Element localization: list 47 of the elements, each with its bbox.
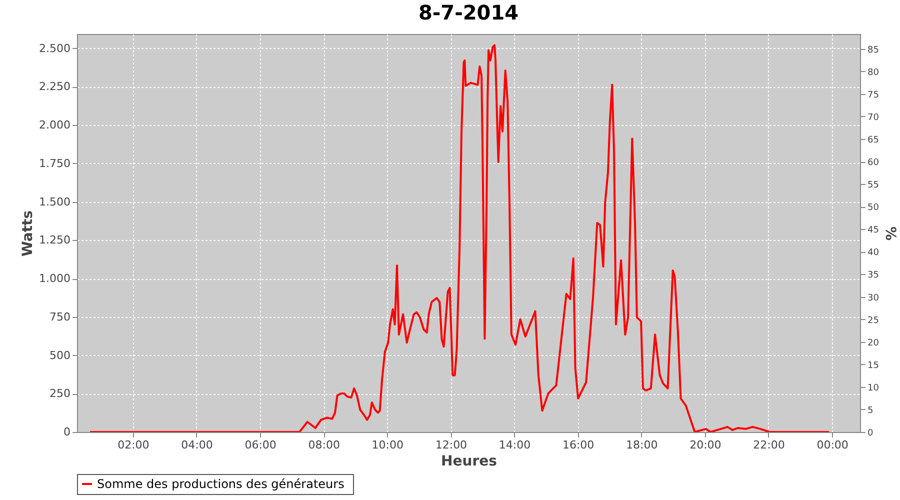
y2-tick-label: 20 bbox=[868, 338, 880, 348]
legend-label: Somme des productions des générateurs bbox=[97, 477, 344, 491]
line-series bbox=[89, 44, 830, 432]
x-tick-label: 08:00 bbox=[308, 438, 340, 452]
x-tick-label: 12:00 bbox=[435, 438, 468, 452]
x-tick-label: 16:00 bbox=[562, 438, 594, 452]
y2-tick-label: 65 bbox=[868, 136, 879, 146]
y2-tick-label: 45 bbox=[868, 226, 879, 236]
y-tick-label: 1.750 bbox=[39, 156, 70, 170]
y-tick-label: 500 bbox=[50, 348, 70, 362]
y-tick-label: 2.000 bbox=[39, 118, 70, 132]
y-tick-label: 1.000 bbox=[39, 272, 70, 286]
y-tick-label: 0 bbox=[64, 426, 70, 438]
y2-tick-label: 75 bbox=[868, 90, 879, 100]
y2-tick-label: 85 bbox=[868, 45, 879, 56]
y2-tick-label: 35 bbox=[868, 270, 879, 281]
y2-tick-label: 80 bbox=[868, 68, 880, 78]
y-tick-label: 1.250 bbox=[39, 234, 70, 247]
y2-tick-label: 70 bbox=[868, 112, 880, 123]
x-tick-label: 06:00 bbox=[244, 438, 276, 452]
chart-title: 8-7-2014 bbox=[418, 0, 519, 24]
y-tick-label: 250 bbox=[50, 387, 70, 400]
y2-tick-label: 5 bbox=[868, 406, 874, 416]
y2-tick-label: 50 bbox=[868, 203, 880, 214]
x-tick-label: 18:00 bbox=[626, 438, 658, 452]
x-tick-label: 02:00 bbox=[118, 438, 150, 452]
x-tick-label: 10:00 bbox=[372, 438, 404, 452]
x-axis-title: Heures bbox=[441, 454, 497, 470]
y-axis-title: Watts bbox=[20, 210, 36, 257]
y2-tick-label: 60 bbox=[868, 158, 880, 168]
y-tick-label: 2.500 bbox=[39, 42, 70, 55]
x-tick-label: 20:00 bbox=[690, 438, 722, 452]
y2-tick-label: 25 bbox=[868, 316, 879, 326]
y2-tick-label: 40 bbox=[868, 248, 880, 258]
x-tick-label: 00:00 bbox=[816, 438, 848, 452]
x-tick-label: 04:00 bbox=[181, 438, 213, 452]
y2-tick-label: 55 bbox=[868, 180, 879, 191]
y-tick-label: 1.500 bbox=[39, 195, 70, 208]
y-tick-label: 750 bbox=[50, 310, 70, 324]
y-tick-label: 2.250 bbox=[39, 80, 70, 94]
x-tick-label: 14:00 bbox=[498, 438, 531, 452]
y2-tick-label: 0 bbox=[868, 428, 874, 438]
y2-tick-label: 15 bbox=[868, 360, 879, 371]
y2-tick-label: 30 bbox=[868, 293, 880, 304]
y2-tick-label: 10 bbox=[868, 383, 880, 394]
x-tick-label: 22:00 bbox=[753, 438, 785, 452]
y2-axis-title: % bbox=[882, 226, 898, 241]
